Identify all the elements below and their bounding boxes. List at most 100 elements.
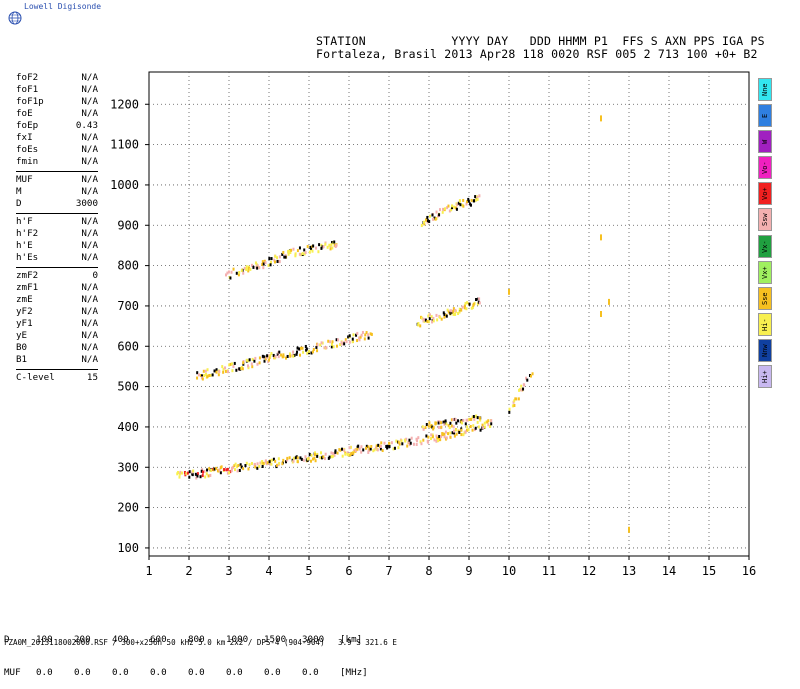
echo-point bbox=[471, 306, 474, 310]
y-tick-label: 1100 bbox=[110, 138, 139, 152]
param-row: C-level 15 bbox=[16, 372, 98, 384]
echo-point bbox=[269, 354, 272, 358]
echo-point bbox=[452, 425, 455, 429]
echo-point bbox=[356, 447, 359, 451]
echo-point bbox=[188, 470, 191, 474]
echo-point bbox=[431, 320, 434, 324]
param-row: h'F2 N/A bbox=[16, 228, 98, 240]
echo-point bbox=[443, 435, 446, 439]
echo-point bbox=[213, 369, 216, 373]
echo-point bbox=[205, 372, 208, 376]
param-row: foF1 N/A bbox=[16, 84, 98, 96]
echo-point bbox=[250, 461, 253, 465]
echo-point bbox=[378, 444, 381, 448]
echo-point bbox=[272, 457, 275, 461]
echo-point bbox=[348, 334, 351, 338]
echo-point bbox=[415, 437, 418, 441]
echo-point bbox=[324, 452, 327, 456]
echo-point bbox=[431, 425, 434, 429]
echo-point bbox=[490, 422, 493, 426]
echo-point bbox=[416, 439, 419, 443]
echo-point bbox=[301, 346, 304, 350]
echo-point bbox=[451, 204, 454, 208]
echo-point bbox=[209, 473, 212, 477]
echo-point bbox=[242, 467, 245, 471]
echo-point bbox=[451, 206, 454, 210]
echo-point bbox=[323, 457, 326, 461]
legend-item: Vo+ bbox=[758, 182, 772, 206]
echo-point bbox=[258, 356, 261, 360]
echo-point bbox=[410, 436, 413, 440]
echo-point bbox=[341, 447, 344, 451]
echo-point bbox=[357, 444, 360, 448]
echo-point bbox=[204, 369, 207, 373]
echo-point bbox=[302, 350, 305, 354]
echo-point bbox=[224, 366, 227, 370]
echo-point bbox=[215, 370, 218, 374]
echo-point bbox=[247, 366, 250, 370]
echo-point bbox=[452, 309, 455, 313]
echo-point bbox=[287, 252, 290, 256]
param-row: B0 N/A bbox=[16, 342, 98, 354]
echo-point bbox=[269, 263, 272, 267]
echo-point bbox=[239, 463, 242, 467]
echo-point bbox=[363, 337, 366, 341]
echo-point bbox=[425, 219, 428, 223]
param-name: yE bbox=[16, 330, 28, 341]
echo-point bbox=[298, 246, 301, 250]
echo-point bbox=[344, 452, 347, 456]
distance-cell: 3000 bbox=[302, 634, 325, 645]
echo-point bbox=[254, 261, 257, 265]
echo-point bbox=[476, 416, 479, 420]
echo-point bbox=[400, 439, 403, 443]
echo-point bbox=[473, 199, 476, 203]
echo-point bbox=[365, 444, 368, 448]
echo-point bbox=[449, 431, 452, 435]
echo-point bbox=[428, 214, 431, 218]
muf-cell: 0.0 bbox=[302, 667, 319, 678]
echo-point bbox=[245, 268, 248, 272]
distance-cell: 100 bbox=[36, 634, 53, 645]
param-row: h'F N/A bbox=[16, 216, 98, 228]
echo-point bbox=[369, 447, 372, 451]
echo-point bbox=[266, 354, 269, 358]
echo-point bbox=[206, 368, 209, 372]
echo-point bbox=[256, 264, 259, 268]
echo-point bbox=[248, 463, 251, 467]
echo-point bbox=[266, 461, 269, 465]
echo-point bbox=[308, 452, 311, 456]
echo-point bbox=[220, 465, 223, 469]
echo-point bbox=[269, 462, 272, 466]
echo-point bbox=[406, 444, 409, 448]
echo-point bbox=[286, 354, 289, 358]
echo-point bbox=[344, 338, 347, 342]
echo-point bbox=[191, 472, 194, 476]
echo-point bbox=[281, 252, 284, 256]
echo-point bbox=[340, 341, 343, 345]
echo-point bbox=[408, 438, 411, 442]
echo-point bbox=[233, 361, 236, 365]
param-row: yE N/A bbox=[16, 330, 98, 342]
x-tick-label: 10 bbox=[502, 564, 516, 578]
echo-point bbox=[179, 470, 182, 474]
echo-point bbox=[240, 269, 243, 273]
param-name: B0 bbox=[16, 342, 28, 353]
echo-point bbox=[233, 468, 236, 472]
echo-point bbox=[278, 350, 281, 354]
param-row: fmin N/A bbox=[16, 156, 98, 168]
param-name: h'F bbox=[16, 216, 33, 227]
echo-point bbox=[269, 260, 272, 264]
echo-point bbox=[339, 343, 342, 347]
echo-point bbox=[345, 340, 348, 344]
echo-point bbox=[296, 346, 299, 350]
echo-point bbox=[404, 439, 407, 443]
echo-point bbox=[466, 200, 469, 204]
echo-point bbox=[472, 302, 475, 306]
echo-point bbox=[296, 460, 299, 464]
legend-item: E bbox=[758, 104, 772, 128]
echo-point bbox=[436, 436, 439, 440]
echo-point bbox=[426, 319, 429, 323]
echo-point bbox=[206, 375, 209, 379]
echo-point bbox=[462, 198, 465, 202]
echo-point bbox=[299, 456, 302, 460]
